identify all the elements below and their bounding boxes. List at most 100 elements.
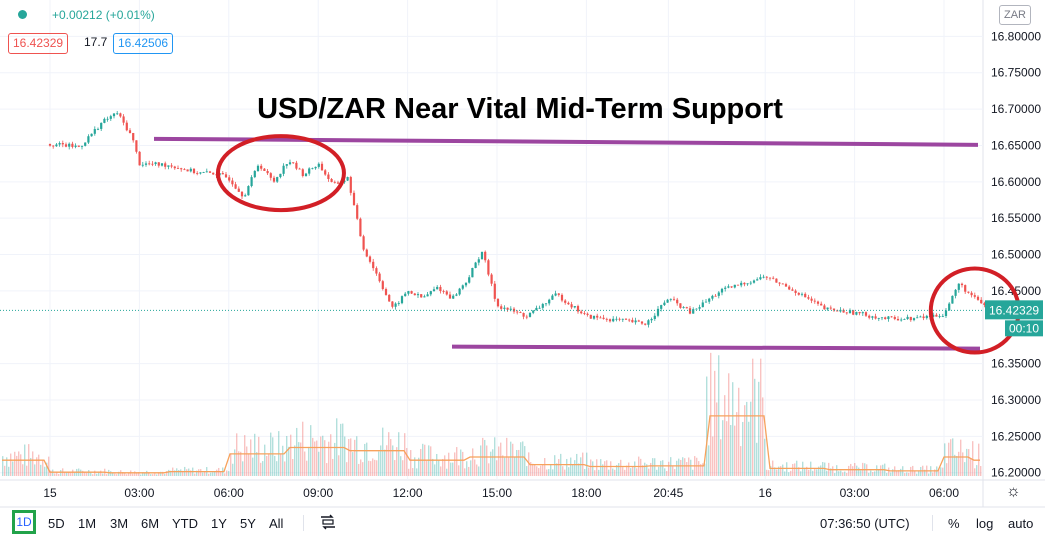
volume-bar [306, 460, 308, 476]
candle-body [727, 286, 730, 288]
volume-bar [22, 464, 24, 476]
candle-body [538, 307, 541, 309]
candle-body [736, 284, 740, 286]
candle-body [973, 295, 976, 297]
volume-bar [794, 463, 796, 476]
candle-body [151, 163, 154, 165]
candle-body [426, 294, 429, 297]
volume-bar [534, 464, 536, 476]
volume-bar [410, 450, 412, 476]
candle-body [749, 282, 752, 284]
volume-bar [418, 457, 420, 476]
candle-body [868, 315, 871, 318]
volume-bar [466, 461, 468, 476]
candle-body [855, 311, 858, 315]
volume-bar [468, 466, 470, 476]
volume-bar [134, 471, 136, 476]
candle-body [263, 168, 266, 171]
x-tick-label: 15 [43, 486, 57, 500]
candle-body [573, 306, 576, 308]
volume-bar [200, 469, 202, 476]
candle-body [250, 177, 253, 187]
candle-body [74, 145, 77, 147]
volume-bar [392, 445, 394, 476]
date-range-icon[interactable] [319, 513, 337, 534]
volume-bar [804, 467, 806, 476]
volume-bar [234, 449, 236, 476]
volume-bar [580, 457, 582, 476]
volume-bar [212, 472, 214, 476]
interval-1m-button[interactable]: 1M [78, 516, 97, 531]
volume-bar [360, 459, 362, 476]
interval-6m-button[interactable]: 6M [141, 516, 160, 531]
interval-1d-button[interactable]: 1D [12, 510, 36, 534]
candle-body [234, 184, 237, 189]
volume-bar [588, 467, 590, 476]
volume-bar [196, 470, 198, 476]
volume-bar [412, 468, 414, 476]
volume-ma-line [2, 415, 980, 474]
candle-body [858, 311, 861, 314]
y-tick-label: 16.30000 [991, 393, 1041, 407]
volume-bar [628, 462, 630, 476]
candle-body [394, 303, 397, 307]
candle-body [586, 313, 589, 315]
candle-body [672, 298, 676, 300]
candle-body [448, 294, 452, 299]
utc-clock[interactable]: 07:36:50 (UTC) [820, 516, 910, 531]
volume-bar [340, 423, 342, 476]
interval-3m-button[interactable]: 3M [110, 516, 129, 531]
volume-bar [106, 474, 108, 476]
volume-bar [266, 455, 268, 476]
ask-price-button[interactable]: 16.42506 [113, 33, 174, 54]
volume-bar [246, 446, 248, 476]
volume-bar [398, 432, 400, 476]
currency-button[interactable]: ZAR [999, 5, 1031, 25]
settings-gear-icon[interactable]: ☼ [1006, 483, 1021, 500]
candle-body [772, 277, 775, 279]
interval-1y-button[interactable]: 1Y [211, 516, 227, 531]
volume-bar [268, 454, 270, 476]
interval-5y-button[interactable]: 5Y [240, 516, 256, 531]
y-tick-label: 16.20000 [991, 466, 1041, 480]
volume-bar [892, 469, 894, 476]
volume-bar [36, 457, 38, 476]
interval-5d-button[interactable]: 5D [48, 516, 65, 531]
volume-bar [814, 468, 816, 476]
volume-bar [40, 464, 42, 476]
volume-bar [122, 472, 124, 476]
candle-body [282, 165, 285, 174]
candle-body [519, 312, 522, 314]
candle-body [544, 303, 548, 305]
volume-bar [722, 420, 724, 476]
candle-body [551, 295, 554, 300]
volume-bar [390, 439, 392, 476]
volume-bar [262, 461, 264, 476]
volume-bar [886, 472, 888, 476]
volume-bar [924, 469, 926, 476]
interval-ytd-button[interactable]: YTD [172, 516, 198, 531]
volume-bar [488, 463, 490, 476]
percent-toggle[interactable]: % [948, 516, 960, 531]
volume-bar [160, 471, 162, 476]
candle-body [442, 291, 445, 292]
auto-toggle[interactable]: auto [1008, 516, 1034, 531]
volume-bar [478, 466, 480, 476]
volume-bar [322, 435, 324, 476]
volume-bar [676, 460, 678, 476]
candle-body [304, 173, 308, 176]
candle-body [452, 295, 455, 299]
volume-bar [416, 468, 418, 476]
volume-bar [808, 469, 810, 476]
volume-bar [688, 457, 690, 476]
bid-price-button[interactable]: 16.42329 [8, 33, 69, 54]
candle-body [180, 168, 183, 170]
candle-body [807, 297, 810, 299]
log-toggle[interactable]: log [976, 516, 994, 531]
volume-bar [616, 465, 618, 476]
interval-all-button[interactable]: All [269, 516, 284, 531]
last-price-tag-label: 16.42329 [989, 303, 1039, 317]
volume-bar [334, 442, 336, 476]
